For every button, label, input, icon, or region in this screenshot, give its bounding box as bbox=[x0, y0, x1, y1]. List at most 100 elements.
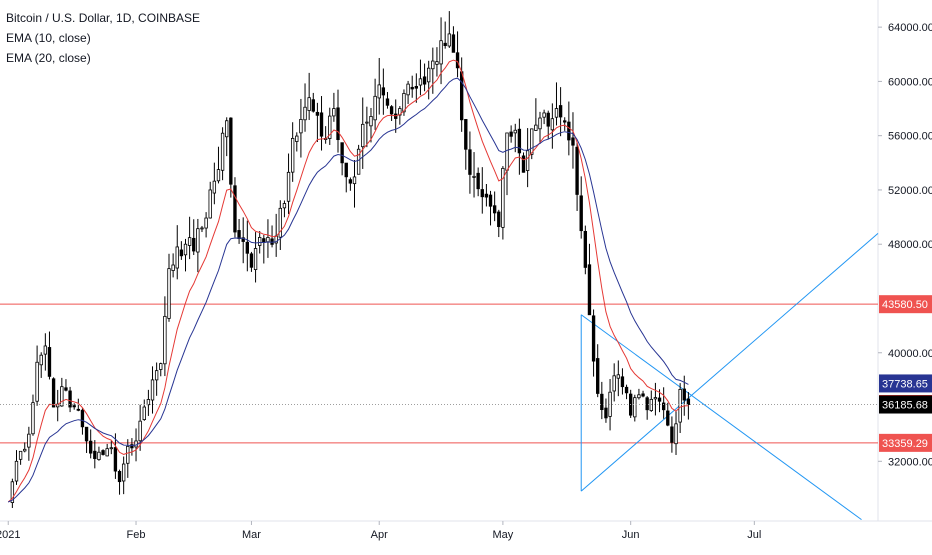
candle bbox=[612, 363, 616, 402]
candle-body bbox=[241, 237, 245, 242]
price-tag-label: 43580.50 bbox=[882, 299, 928, 311]
time-tick-label: 2021 bbox=[0, 529, 20, 541]
candle bbox=[530, 128, 534, 160]
candle-body bbox=[488, 194, 493, 207]
candle-body bbox=[361, 123, 365, 148]
candle-body bbox=[497, 211, 501, 227]
candle-body bbox=[43, 345, 48, 355]
candle bbox=[200, 225, 204, 233]
legend-symbol[interactable]: Bitcoin / U.S. Dollar, 1D, COINBASE bbox=[6, 11, 201, 25]
candle bbox=[497, 209, 501, 238]
candle bbox=[637, 388, 641, 400]
candle bbox=[171, 253, 175, 278]
candle-body bbox=[23, 448, 27, 452]
candle-body bbox=[645, 397, 649, 411]
candle-body bbox=[637, 394, 641, 399]
candle-body bbox=[278, 207, 282, 238]
candle bbox=[488, 190, 493, 226]
candle-body bbox=[633, 397, 637, 418]
candle-body bbox=[472, 175, 476, 178]
candle-body bbox=[233, 185, 237, 233]
candle bbox=[645, 396, 649, 420]
candle-body bbox=[72, 405, 76, 408]
time-tick-label: Jun bbox=[622, 529, 640, 541]
candle-body bbox=[68, 390, 72, 408]
candle bbox=[130, 438, 134, 456]
candle-body bbox=[266, 237, 270, 243]
candle bbox=[51, 377, 56, 408]
candle-body bbox=[175, 246, 179, 269]
candle-body bbox=[686, 398, 691, 405]
candle bbox=[192, 219, 196, 256]
time-tick-label: Jul bbox=[747, 529, 761, 541]
candle-body bbox=[678, 388, 682, 423]
candle bbox=[121, 456, 126, 495]
candle-body bbox=[591, 315, 596, 362]
candle bbox=[476, 167, 480, 197]
candle bbox=[492, 191, 497, 222]
candle bbox=[666, 402, 670, 427]
candle-body bbox=[542, 112, 546, 118]
legend-ema20[interactable]: EMA (20, close) bbox=[6, 51, 91, 65]
candle bbox=[381, 68, 386, 115]
candle-body bbox=[39, 354, 43, 366]
candle-body bbox=[299, 118, 303, 134]
candle bbox=[628, 389, 633, 418]
trendlines bbox=[580, 232, 879, 521]
candle-body bbox=[51, 378, 56, 408]
candle-body bbox=[167, 268, 171, 319]
ema20-line bbox=[7, 77, 689, 503]
candle bbox=[542, 109, 546, 125]
candle-body bbox=[336, 107, 340, 141]
candle-body bbox=[352, 176, 357, 185]
candle bbox=[591, 309, 596, 377]
candle bbox=[538, 111, 542, 144]
candle-body bbox=[653, 397, 658, 400]
candle-body bbox=[546, 112, 550, 127]
candle-body bbox=[142, 406, 146, 420]
candle bbox=[352, 160, 357, 208]
candle bbox=[113, 433, 118, 479]
candle-body bbox=[282, 203, 287, 209]
candle-body bbox=[126, 445, 130, 464]
candle-body bbox=[303, 106, 307, 121]
candle bbox=[101, 449, 105, 456]
candle bbox=[262, 234, 266, 264]
candle bbox=[563, 117, 567, 131]
candle bbox=[208, 181, 212, 219]
price-tag-bg bbox=[879, 295, 932, 314]
price-tick-label: 52000.00 bbox=[888, 185, 932, 197]
ema-lines bbox=[7, 59, 689, 503]
candle-body bbox=[340, 142, 344, 164]
candle bbox=[84, 426, 89, 453]
candle bbox=[674, 410, 678, 455]
candle bbox=[336, 89, 340, 153]
candle bbox=[47, 331, 52, 380]
candle-body bbox=[286, 171, 291, 202]
candle-body bbox=[492, 205, 497, 214]
candle bbox=[64, 379, 68, 392]
candle-body bbox=[447, 33, 451, 47]
candle bbox=[249, 251, 254, 272]
candle bbox=[348, 177, 353, 191]
candle bbox=[167, 253, 171, 322]
candle-body bbox=[220, 132, 225, 171]
candle-body bbox=[344, 162, 348, 178]
candle bbox=[369, 107, 373, 143]
candle bbox=[307, 72, 311, 120]
price-tick-label: 64000.00 bbox=[888, 22, 932, 34]
candle bbox=[653, 382, 658, 416]
candle bbox=[146, 389, 151, 416]
candle-body bbox=[295, 135, 299, 142]
candle-body bbox=[14, 460, 19, 482]
candle bbox=[35, 345, 39, 406]
candle bbox=[534, 98, 538, 131]
legend-ema10[interactable]: EMA (10, close) bbox=[6, 31, 91, 45]
candle bbox=[480, 167, 484, 214]
candle bbox=[241, 217, 245, 264]
candle bbox=[204, 212, 208, 238]
candle bbox=[97, 446, 101, 461]
candle bbox=[558, 87, 563, 137]
